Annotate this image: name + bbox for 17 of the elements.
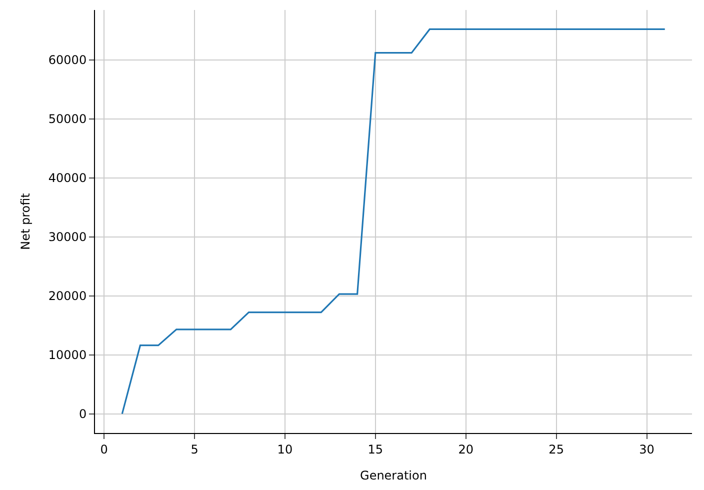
x-tick-label: 5 [190, 442, 198, 456]
x-axis-title: Generation [360, 468, 427, 482]
y-tick-label: 30000 [48, 230, 87, 244]
x-tick-label: 25 [548, 442, 564, 456]
y-tick-label: 0 [78, 406, 87, 421]
y-axis-title: Net profit [18, 192, 33, 250]
y-tick-label: 60000 [48, 53, 87, 68]
x-tick-label: 10 [277, 442, 293, 456]
line-series [121, 28, 666, 415]
x-tick-label: 30 [639, 442, 654, 456]
y-tick-label: 20000 [48, 289, 87, 304]
x-tick-label: 15 [368, 442, 384, 456]
x-tick-label: 20 [458, 442, 474, 456]
y-tick-label: 40000 [48, 171, 87, 186]
y-tick-label: 10000 [48, 348, 87, 362]
y-tick-label: 50000 [48, 112, 87, 126]
x-tick-label: 0 [100, 442, 108, 456]
